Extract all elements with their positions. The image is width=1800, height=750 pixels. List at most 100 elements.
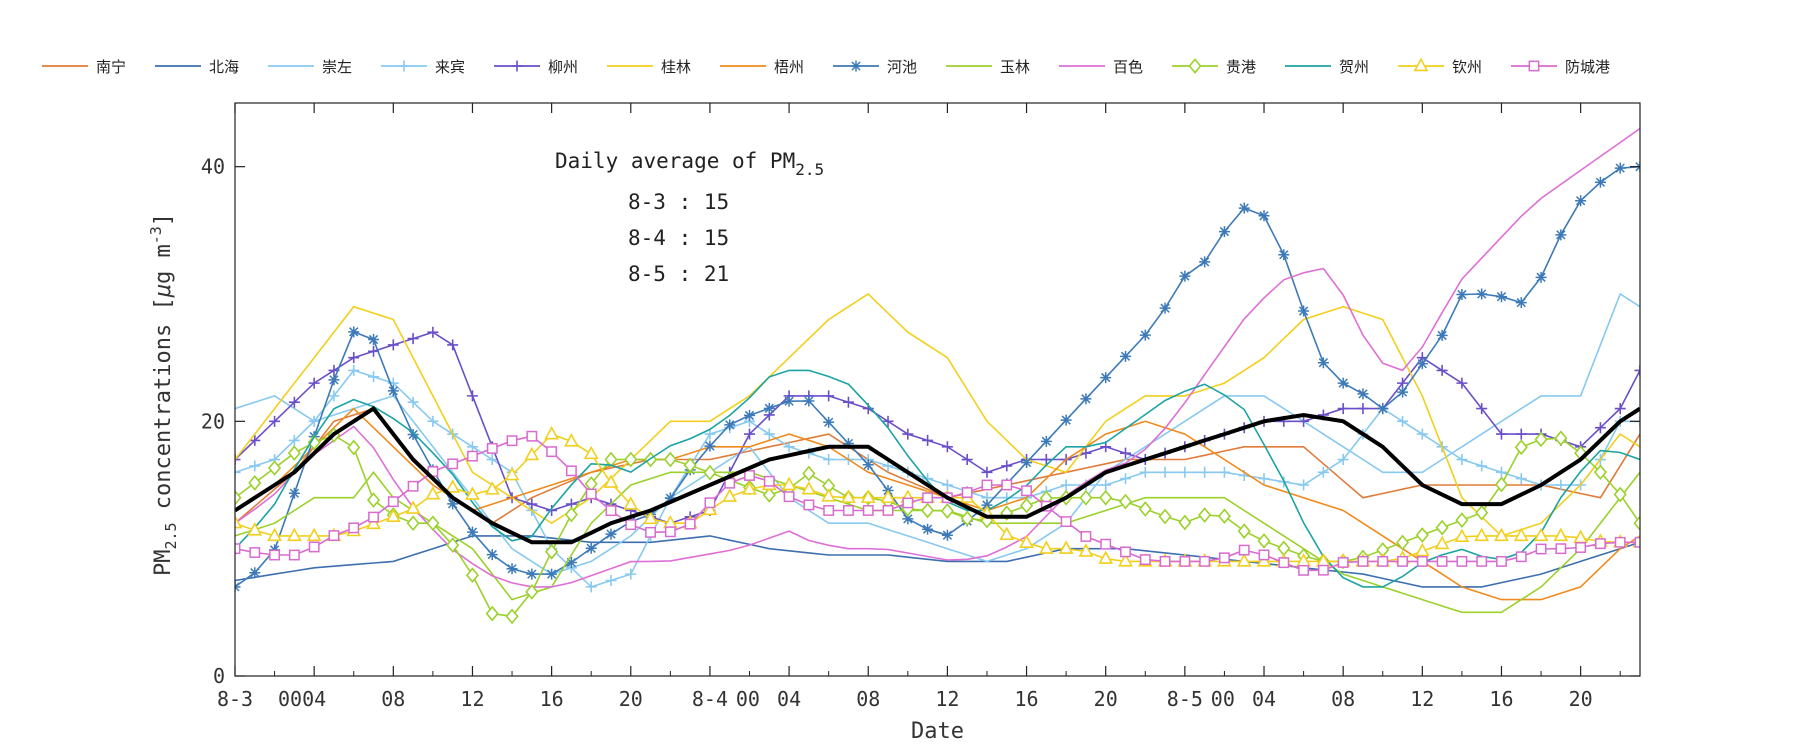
legend-item-13: 钦州 [1398,57,1482,76]
data-point [1158,508,1172,525]
data-point [269,415,281,427]
y-tick-label: 40 [201,155,225,179]
data-point [922,523,934,535]
data-point [1475,504,1489,521]
axes: 0 20 40 8-3 04 08 12 16 20 8-4 04 08 12 16 20 8-5 04 08 12… [147,102,1641,744]
mean-series-line [235,405,1640,545]
data-point [546,504,558,516]
legend-label: 南宁 [96,58,126,76]
data-point [999,526,1015,541]
data-point [960,510,974,527]
x-tick-label: 08 [856,687,880,711]
x-tick-label: 12 [460,687,484,711]
legend-item-10: 百色 [1059,58,1143,76]
legend-marker [850,60,862,72]
data-point [1078,543,1094,557]
data-point [249,460,261,472]
annotation-title: Daily average of PM2.5 [555,149,824,179]
data-point [843,505,854,516]
data-point [1337,377,1349,389]
series-line [235,535,1640,588]
data-point [526,568,538,580]
legend-item-5: 柳州 [494,58,578,76]
data-point [249,547,261,558]
data-point [505,608,519,625]
x-tick-label: 04 [302,687,326,711]
data-point [1139,329,1151,341]
x-tick-label: 16 [1015,687,1039,711]
data-point [1060,516,1072,528]
data-point [842,437,854,449]
legend-label: 百色 [1113,58,1143,76]
data-point [585,581,597,593]
data-point [1040,435,1052,447]
data-point [485,605,499,622]
y-axis-title-mu: μ [151,284,176,298]
data-point [368,511,379,523]
data-point [1298,564,1310,576]
y-axis-title-text: g m [151,244,176,284]
legend-item-9: 玉林 [946,58,1030,76]
x-tick-label-extra: 00 [278,687,302,711]
data-point [1534,431,1548,448]
data-point [348,326,360,338]
data-point [783,441,795,453]
data-point [1633,515,1640,532]
data-point [406,515,420,532]
data-point [1257,533,1271,549]
series-line [235,369,1640,588]
data-point [387,496,399,508]
data-point [823,505,835,516]
data-point [1474,527,1490,542]
data-point [781,476,797,491]
data-point [841,489,856,503]
series-7 [235,407,1640,601]
data-point [564,433,579,447]
data-point [1496,555,1507,567]
series-line [235,165,1640,588]
data-point [1237,523,1251,539]
data-point [348,522,360,534]
data-point [1317,564,1329,576]
data-point [407,333,419,345]
data-point [387,339,399,351]
data-point [702,501,718,516]
legend: 南宁 北海 崇左 来宾 柳州 桂林 梧州 河池 玉林 百色 贵港 贺州 钦州 防城港 [42,57,1610,76]
annotation-title-text: Daily average of PM [555,149,795,173]
data-point [902,428,914,440]
data-point [1455,512,1469,529]
data-point [1495,428,1507,440]
data-point [1614,162,1626,174]
data-point [1554,430,1568,447]
data-point [1515,428,1527,440]
data-point [465,567,480,584]
data-point [1199,466,1211,478]
data-point [1278,249,1290,261]
x-tick-label: 12 [1410,687,1434,711]
data-point [1456,289,1468,301]
legend-label: 柳州 [548,58,578,76]
data-point [862,459,874,471]
data-point [427,415,439,427]
data-point [1553,527,1569,542]
annotation-title-subscript: 2.5 [795,160,824,179]
data-point [1416,428,1428,440]
legend-label: 北海 [209,58,239,76]
data-point [407,480,419,492]
data-point [446,537,460,553]
data-point [1021,457,1033,469]
data-point [407,429,419,441]
data-point [704,440,716,452]
data-point [704,497,716,509]
data-point [763,402,775,414]
data-point [882,505,894,516]
data-point [1397,555,1408,567]
data-point [1118,553,1133,567]
data-point [961,487,973,498]
data-point [1119,473,1131,485]
series-line [235,369,1640,588]
x-tick-label: 16 [540,687,564,711]
data-point [1199,256,1211,268]
